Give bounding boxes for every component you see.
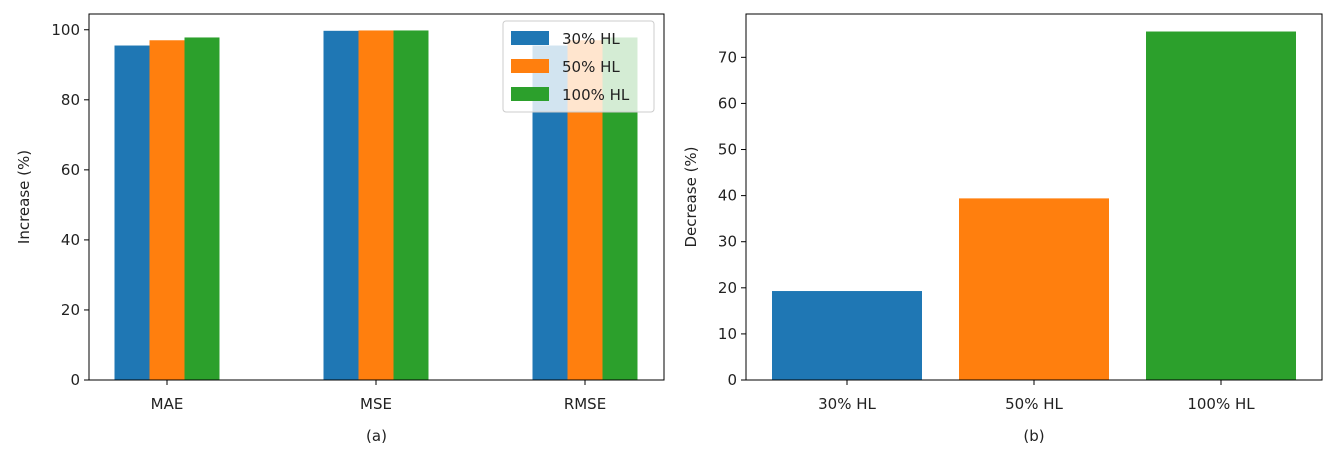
legend-label: 100% HL xyxy=(562,86,630,104)
legend-swatch xyxy=(511,87,549,101)
legend-label: 50% HL xyxy=(562,58,620,76)
y-tick-label-b: 50 xyxy=(718,141,737,159)
x-tick-label-b: 50% HL xyxy=(1005,395,1063,413)
chart-b: 0 10 20 30 40 50 60 70 30% HL 50% HL 100% HL Decrea… xyxy=(682,13,1323,445)
bar-a-mae-100hl xyxy=(184,37,220,380)
x-tick-label-b: 30% HL xyxy=(818,395,876,413)
bar-a-mse-100hl xyxy=(393,30,429,381)
y-tick-label-b: 10 xyxy=(718,325,737,343)
legend-swatch xyxy=(511,59,549,73)
bar-a-mae-30hl xyxy=(114,45,150,380)
x-tick-label-a: MAE xyxy=(151,395,184,413)
bar-b-100hl xyxy=(1146,31,1296,381)
bar-b-50hl xyxy=(959,198,1109,380)
x-tick-label-b: 100% HL xyxy=(1187,395,1255,413)
y-tick-label-a: 40 xyxy=(61,231,80,249)
y-axis-label-b: Decrease (%) xyxy=(682,146,700,247)
x-tick-label-a: RMSE xyxy=(564,395,606,413)
y-tick-label-b: 60 xyxy=(718,94,737,112)
bar-a-mae-50hl xyxy=(149,40,185,380)
bar-b-30hl xyxy=(772,291,922,380)
caption-a: (a) xyxy=(366,427,387,445)
y-tick-label-b: 40 xyxy=(718,187,737,205)
y-axis-label-a: Increase (%) xyxy=(15,150,33,244)
y-tick-label-b: 20 xyxy=(718,279,737,297)
y-tick-label-b: 70 xyxy=(718,48,737,66)
y-tick-label-a: 60 xyxy=(61,161,80,179)
legend-swatch xyxy=(511,31,549,45)
bar-a-mse-50hl xyxy=(358,30,394,381)
y-tick-label-a: 80 xyxy=(61,91,80,109)
y-tick-label-a: 0 xyxy=(70,371,80,389)
legend-label: 30% HL xyxy=(562,30,620,48)
bar-a-mse-30hl xyxy=(323,30,359,380)
y-tick-label-b: 0 xyxy=(727,371,737,389)
chart-a: 0 20 40 60 80 100 MAE MSE RMSE Increase (%) (a) 30%… xyxy=(15,13,665,445)
y-tick-label-a: 20 xyxy=(61,301,80,319)
caption-b: (b) xyxy=(1023,427,1044,445)
y-tick-label-a: 100 xyxy=(51,21,80,39)
x-tick-label-a: MSE xyxy=(360,395,392,413)
y-tick-label-b: 30 xyxy=(718,233,737,251)
